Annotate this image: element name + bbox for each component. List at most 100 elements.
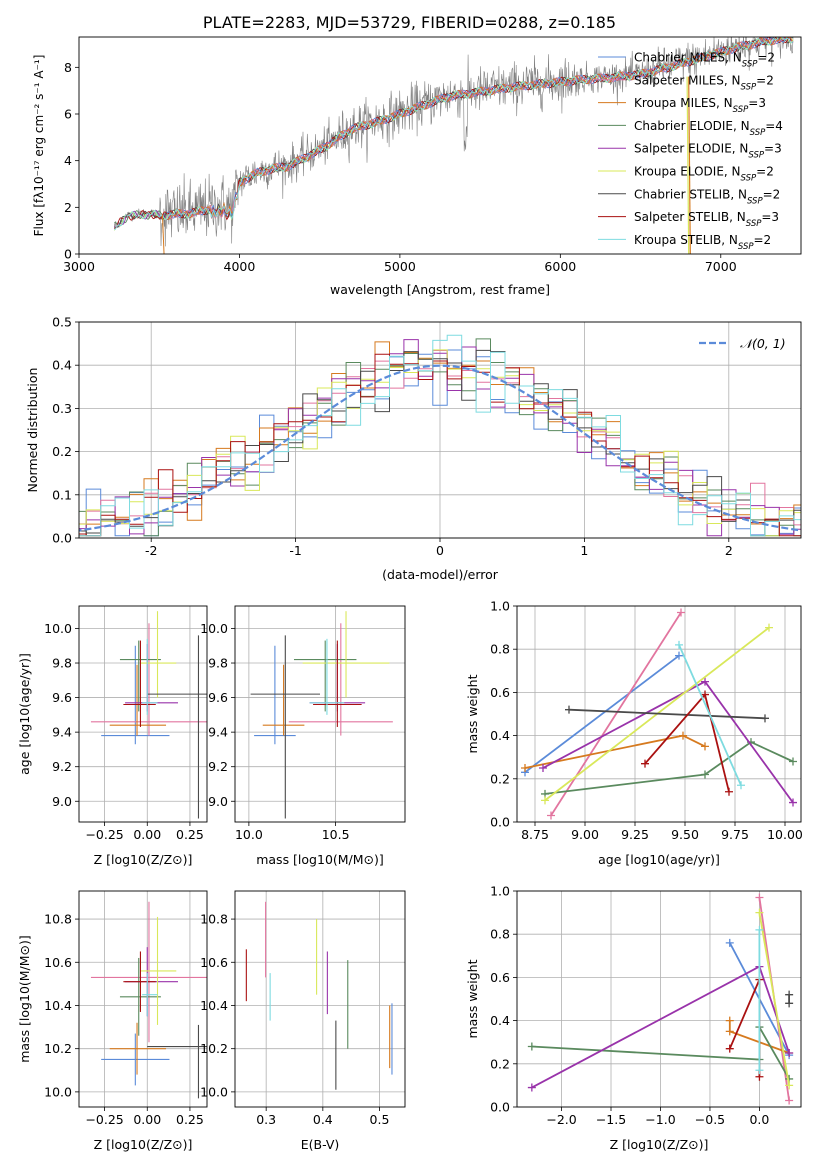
mass_vs_ebv-frame — [234, 890, 406, 1108]
x-tick-label: −1.0 — [645, 1112, 675, 1127]
mass_vs_ebv-plot-area — [245, 901, 393, 1090]
age_vs_Z-axes: −0.25 0.00 0.25 9.0 9.2 9.4 9.6 9.8 10.0 — [44, 606, 207, 842]
weight-series-line — [550, 612, 682, 816]
x-tick-label: -2 — [145, 543, 157, 558]
x-tick-label: 0.4 — [313, 1112, 333, 1127]
y-tick-label: 0.4 — [490, 728, 510, 743]
weight-point-marker — [789, 757, 797, 766]
y-tick-label: 10.4 — [200, 998, 228, 1013]
x-tick-label: 10.00 — [767, 827, 803, 842]
x-tick-label: 9.50 — [671, 827, 699, 842]
weight-point-marker — [541, 796, 549, 805]
weight-series-line — [758, 912, 790, 1086]
weight_vs_age-frame — [516, 605, 802, 823]
x-tick-label: 10.0 — [235, 827, 263, 842]
x-tick-label: 5000 — [384, 259, 416, 274]
model-spectrum-line — [113, 37, 793, 229]
x-tick-label: 9.25 — [621, 827, 649, 842]
age_vs_Z-ylabel: age [log10(age/yr)] — [17, 653, 32, 775]
y-tick-label: 0.0 — [490, 1100, 510, 1115]
x-tick-label: −0.25 — [85, 827, 123, 842]
x-tick-label: 4000 — [224, 259, 256, 274]
weight-point-marker — [725, 787, 733, 796]
age_vs_Z-plot-area — [90, 611, 207, 819]
legend-label: Salpeter STELIB, NSSP=3 — [634, 210, 779, 229]
weight-point-marker — [527, 1042, 536, 1051]
y-tick-label: 10.2 — [200, 1041, 228, 1056]
legend-label: Kroupa MILES, NSSP=3 — [634, 96, 766, 115]
legend-label: Chabrier ELODIE, NSSP=4 — [634, 119, 783, 138]
weight_vs_age-xlabel: age [log10(age/yr)] — [598, 852, 720, 867]
y-tick-label: 0.4 — [490, 1013, 510, 1028]
y-tick-label: 0.8 — [490, 927, 510, 942]
residuals-xlabel: (data-model)/error — [382, 567, 499, 582]
x-tick-label: -1 — [289, 543, 301, 558]
x-tick-label: 7000 — [705, 259, 737, 274]
y-tick-label: 9.6 — [208, 690, 228, 705]
mass_vs_ebv-axes: 0.3 0.4 0.5 10.0 10.2 10.4 10.6 10.8 — [200, 891, 405, 1127]
y-tick-label: 9.2 — [52, 759, 72, 774]
x-tick-label: 10.5 — [322, 827, 350, 842]
weight-point-marker — [679, 731, 687, 740]
residuals-ylabel: Normed distribution — [25, 368, 40, 493]
weight-point-marker — [675, 651, 683, 660]
weight-series-line — [568, 708, 766, 720]
y-tick-label: 9.6 — [52, 690, 72, 705]
weight-point-marker — [539, 764, 547, 772]
weight-point-marker — [725, 1016, 734, 1025]
weight-point-marker — [785, 1096, 794, 1105]
spectrum-frame — [78, 36, 802, 255]
model-edge-drop — [686, 76, 690, 254]
y-tick-label: 9.8 — [208, 656, 228, 671]
y-tick-label: 0.2 — [490, 1056, 510, 1071]
x-tick-label: 3000 — [63, 259, 95, 274]
x-tick-label: 0.00 — [133, 827, 161, 842]
weight_vs_age-axes: 8.75 9.00 9.25 9.50 9.75 10.00 0.0 0.2 0.4 0.6 0.8… — [490, 599, 803, 843]
weight-point-marker — [521, 764, 529, 772]
weight-point-marker — [755, 893, 764, 902]
y-tick-label: 0.6 — [490, 970, 510, 985]
weight-point-marker — [675, 640, 683, 649]
y-tick-label: 10.0 — [200, 1084, 228, 1099]
x-tick-label: −0.5 — [695, 1112, 725, 1127]
weight-point-marker — [701, 690, 709, 699]
y-tick-label: 10.0 — [44, 1084, 72, 1099]
weight-point-marker — [701, 677, 709, 686]
mass_vs_Z-plot-area — [90, 901, 207, 1099]
weight-point-marker — [547, 811, 555, 820]
residual-histogram-step — [79, 341, 801, 537]
residual-histogram-step — [79, 338, 801, 537]
y-tick-label: 10.8 — [44, 912, 72, 927]
weight-point-marker — [737, 781, 745, 790]
weight_vs_Z-plot-area — [527, 893, 794, 1105]
weight-point-marker — [785, 1081, 794, 1090]
y-tick-label: 4 — [64, 153, 72, 168]
x-tick-label: −0.25 — [85, 1112, 123, 1127]
y-tick-label: 0.8 — [490, 642, 510, 657]
weight-point-marker — [755, 925, 764, 934]
model-spectrum-line — [166, 37, 793, 219]
weight-point-marker — [527, 1083, 536, 1092]
spectrum-xlabel: wavelength [Angstrom, rest frame] — [330, 282, 550, 297]
y-tick-label: 0.3 — [52, 401, 72, 416]
residuals-plot-area — [79, 334, 801, 537]
y-tick-label: 0.6 — [490, 685, 510, 700]
x-tick-label: −2.0 — [546, 1112, 576, 1127]
spectrum-axes: 3000 4000 5000 6000 7000 0 2 4 6 8 — [63, 60, 737, 274]
y-tick-label: 9.0 — [208, 794, 228, 809]
y-tick-label: 6 — [64, 107, 72, 122]
gaussian-reference-curve — [79, 364, 801, 532]
weight-point-marker — [755, 908, 764, 917]
y-tick-label: 9.2 — [208, 759, 228, 774]
weight_vs_age-plot-area — [521, 608, 797, 820]
x-tick-label: 8.75 — [521, 827, 549, 842]
mass_vs_Z-axes: −0.25 0.00 0.25 10.0 10.2 10.4 10.6 10.8 — [44, 891, 207, 1127]
y-tick-label: 0.0 — [52, 531, 72, 546]
weight-point-marker — [725, 1027, 734, 1036]
x-tick-label: 0.3 — [256, 1112, 276, 1127]
y-tick-label: 10.0 — [44, 621, 72, 636]
y-tick-label: 0 — [64, 247, 72, 262]
weight_vs_age-ylabel: mass weight — [465, 674, 480, 753]
weight_vs_Z-frame — [516, 890, 802, 1108]
